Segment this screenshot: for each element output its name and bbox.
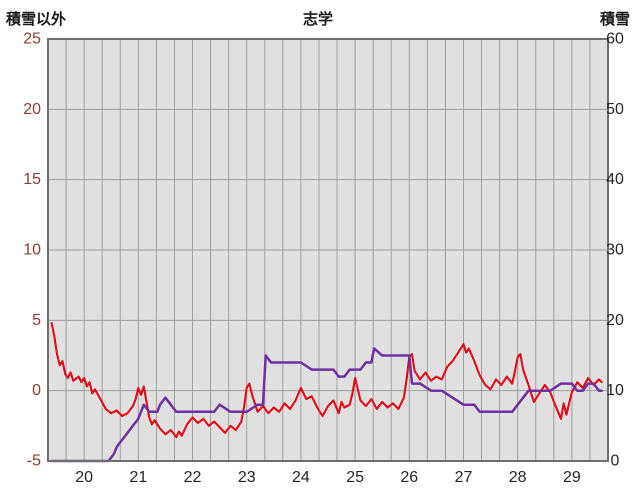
right-axis-tick-label: 20	[606, 312, 624, 329]
left-axis-tick-label: 25	[23, 31, 41, 48]
series-line-right	[50, 347, 603, 463]
right-axis-tick-label: 60	[606, 31, 624, 48]
x-axis-tick-label: 21	[129, 469, 147, 486]
x-axis-tick-label: 25	[346, 469, 364, 486]
right-axis-tick-label: 0	[611, 453, 620, 470]
chart-title: 志学	[302, 11, 333, 28]
right-axis-tick-label: 40	[606, 171, 624, 188]
left-axis-tick-label: 20	[23, 101, 41, 118]
right-axis-tick-label: 30	[606, 242, 624, 259]
x-axis-tick-label: 27	[455, 469, 473, 486]
right-axis-tick-label: 50	[606, 101, 624, 118]
right-axis-title: 積雪	[599, 11, 630, 28]
plot-border	[47, 38, 609, 462]
x-axis-tick-label: 20	[75, 469, 93, 486]
x-axis-tick-label: 23	[238, 469, 256, 486]
left-axis-title: 積雪以外	[6, 11, 67, 28]
x-axis-tick-label: 24	[292, 469, 310, 486]
x-axis-tick-label: 26	[400, 469, 418, 486]
left-axis-tick-label: 5	[32, 312, 41, 329]
x-axis-tick-label: 29	[563, 469, 581, 486]
left-axis-tick-label: 15	[23, 171, 41, 188]
x-axis-tick-label: 28	[509, 469, 527, 486]
series-line-left	[50, 322, 603, 439]
chart-header: 積雪以外 志学 積雪	[0, 0, 636, 31]
x-axis-tick-label: 22	[184, 469, 202, 486]
left-axis-tick-label: 0	[32, 382, 41, 399]
left-axis-tick-label: 10	[23, 242, 41, 259]
left-axis-tick-label: -5	[27, 453, 41, 470]
right-axis-tick-label: 10	[606, 382, 624, 399]
